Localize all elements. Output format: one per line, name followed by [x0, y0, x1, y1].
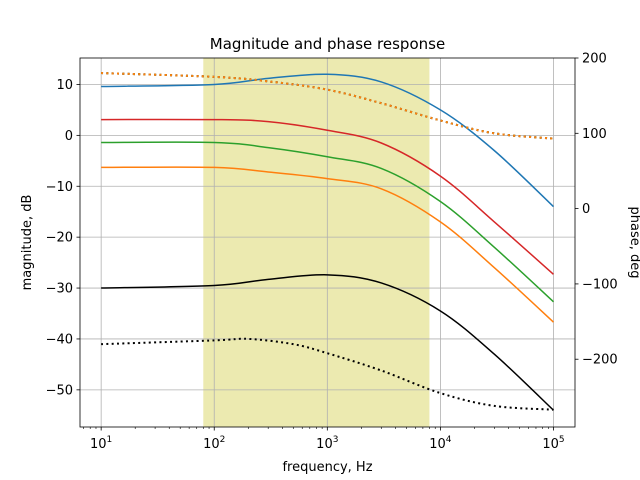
magnitude-series-line — [101, 73, 554, 208]
phase-series-line — [101, 337, 554, 411]
y-tick-label: −20 — [46, 231, 73, 246]
magnitude-series-line — [101, 141, 554, 303]
y-axis-left: 10 0 −10 −20 −30 −40 −50 — [46, 78, 80, 398]
y-tick-label: −40 — [46, 332, 73, 347]
x-tick-label: 104 — [429, 435, 452, 452]
series-layer — [101, 72, 554, 411]
y-tick-label: −10 — [46, 180, 73, 195]
y2-tick-label: −100 — [582, 277, 618, 292]
shaded-band — [203, 58, 430, 427]
y2-tick-label: 200 — [582, 52, 607, 67]
y-tick-label: 0 — [65, 129, 73, 144]
y2-tick-label: 0 — [582, 202, 590, 217]
y-axis-label: magnitude, dB — [20, 195, 35, 291]
y-tick-label: −50 — [46, 383, 73, 398]
y2-axis-label: phase, deg — [627, 207, 640, 279]
y2-tick-label: 100 — [582, 127, 607, 142]
x-tick-label: 103 — [316, 435, 338, 452]
phase-series-line — [101, 72, 554, 140]
y-tick-label: −30 — [46, 282, 73, 297]
chart-title: Magnitude and phase response — [210, 35, 445, 53]
magnitude-series-line — [101, 118, 554, 275]
y2-tick-label: −200 — [582, 353, 618, 368]
x-axis: 101 102 103 104 105 — [83, 427, 565, 452]
x-tick-label: 102 — [203, 435, 225, 452]
magnitude-series-line — [101, 274, 554, 411]
y-axis-right: 200 100 0 −100 −200 — [575, 52, 618, 368]
x-tick-label: 105 — [542, 435, 564, 452]
grid — [80, 58, 575, 427]
x-tick-label: 101 — [90, 435, 112, 452]
magnitude-series-line — [101, 166, 554, 323]
y-tick-label: 10 — [56, 78, 73, 93]
x-axis-label: frequency, Hz — [282, 460, 372, 475]
